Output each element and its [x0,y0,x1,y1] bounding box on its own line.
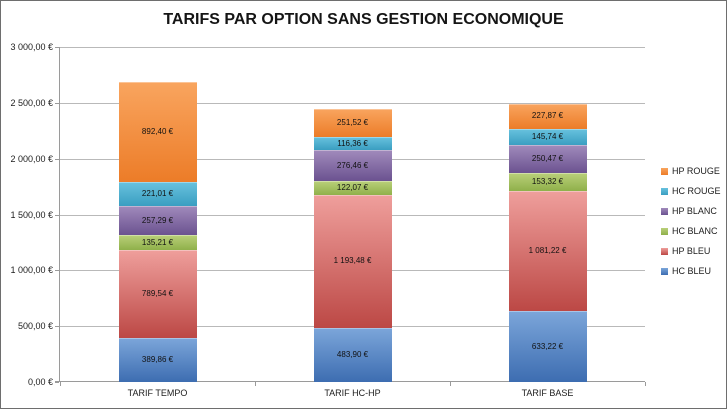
gridline [60,47,645,48]
y-axis-tick-label: 2 000,00 € [10,153,53,164]
legend-item-hp-blanc: HP BLANC [661,205,721,217]
bar-segment-label: 633,22 € [531,341,564,351]
y-axis-tick [55,270,59,271]
legend-marker [661,167,668,175]
bar-segment-label: 276,46 € [336,160,369,170]
x-axis-tick [645,382,646,386]
x-axis-tick [255,382,256,386]
bar-segment-label: 227,87 € [531,111,564,121]
bar-segment-label: 1 081,22 € [528,245,567,255]
y-axis-tick-label: 500,00 € [17,321,53,332]
bar-segment-label: 135,21 € [141,237,174,247]
legend-label: HC ROUGE [672,186,721,196]
legend-label: HP ROUGE [672,166,720,176]
bar-segment-hp-rouge: 227,87 € [508,103,587,130]
y-axis-tick-label: 1 000,00 € [10,265,53,276]
legend-item-hp-rouge: HP ROUGE [661,165,721,177]
bar-segment-hp-bleu: 1 081,22 € [508,190,587,312]
y-axis-tick-label: 1 500,00 € [10,209,53,220]
bar-segment-hc-blanc: 153,32 € [508,173,587,191]
bar-segment-label: 251,52 € [336,118,369,128]
legend-marker [661,187,668,195]
bar-segment-hc-bleu: 483,90 € [313,327,392,382]
y-axis-tick-label: 0,00 € [27,377,53,387]
legend-item-hc-bleu: HC BLEU [661,265,721,277]
bar-segment-label: 1 193,48 € [333,256,372,266]
bar-segment-label: 389,86 € [141,355,174,365]
legend: HP ROUGE HC ROUGE HP BLANC HC BLANC HP BLEU H… [661,165,721,285]
bar-segment-hc-blanc: 135,21 € [118,235,197,251]
bar-segment-hp-bleu: 1 193,48 € [313,194,392,328]
bar-segment-label: 892,40 € [141,126,174,136]
y-axis-tick [55,103,59,104]
y-axis-tick [55,326,59,327]
bar-segment-hc-rouge: 116,36 € [313,137,392,151]
bar-segment-label: 789,54 € [141,289,174,299]
bar-segment-label: 483,90 € [336,349,369,359]
bar-segment-label: 116,36 € [337,138,368,148]
y-axis-tick [55,47,59,48]
x-axis-category-label: TARIF BASE [521,388,574,398]
x-axis-category-label: TARIF TEMPO [127,388,188,398]
legend-item-hp-bleu: HP BLEU [661,245,721,257]
legend-label: HC BLEU [672,266,712,276]
legend-item-hc-rouge: HC ROUGE [661,185,721,197]
bar-segment-hc-rouge: 145,74 € [508,129,587,146]
bar-segment-label: 257,29 € [141,215,174,225]
legend-marker [661,227,668,235]
bar-segment-hc-blanc: 122,07 € [313,181,392,195]
bar-segment-hc-rouge: 221,01 € [118,181,197,207]
legend-item-hc-blanc: HC BLANC [661,225,721,237]
y-axis-tick-label: 3 000,00 € [10,42,53,52]
legend-label: HC BLANC [672,226,718,236]
bar-segment-hp-blanc: 276,46 € [313,150,392,182]
bar-segment-hp-rouge: 892,40 € [118,82,197,182]
legend-marker [661,247,668,255]
bar-segment-hc-bleu: 389,86 € [118,338,197,382]
gridline [60,103,645,104]
bar-segment-label: 250,47 € [531,154,564,164]
legend-label: HP BLEU [672,246,711,256]
x-axis-tick [60,382,61,386]
legend-marker [661,207,668,215]
y-axis-tick-label: 2 500,00 € [10,97,53,108]
y-axis-tick [55,382,59,383]
bar-segment-hp-bleu: 789,54 € [118,250,197,339]
legend-label: HP BLANC [672,206,717,216]
bar-segment-hp-blanc: 250,47 € [508,145,587,174]
bar-segment-hp-rouge: 251,52 € [313,109,392,138]
chart-title: TARIFS PAR OPTION SANS GESTION ECONOMIQU… [163,11,564,28]
bar-segment-label: 122,07 € [336,182,369,192]
x-axis-category-label: TARIF HC-HP [324,388,381,398]
bar-segment-label: 153,32 € [531,177,564,186]
bar-segment-hc-bleu: 633,22 € [508,311,587,382]
bar-segment-hp-blanc: 257,29 € [118,206,197,236]
bar-segment-label: 145,74 € [531,132,564,142]
y-axis-line [59,47,60,382]
legend-marker [661,267,668,275]
x-axis-tick [450,382,451,386]
y-axis-tick [55,215,59,216]
y-axis-tick [55,159,59,160]
bar-segment-label: 221,01 € [141,189,174,199]
plot-area: 389,86 € 789,54 € 135,21 € 257,29 € 221,01 €… [55,47,645,382]
